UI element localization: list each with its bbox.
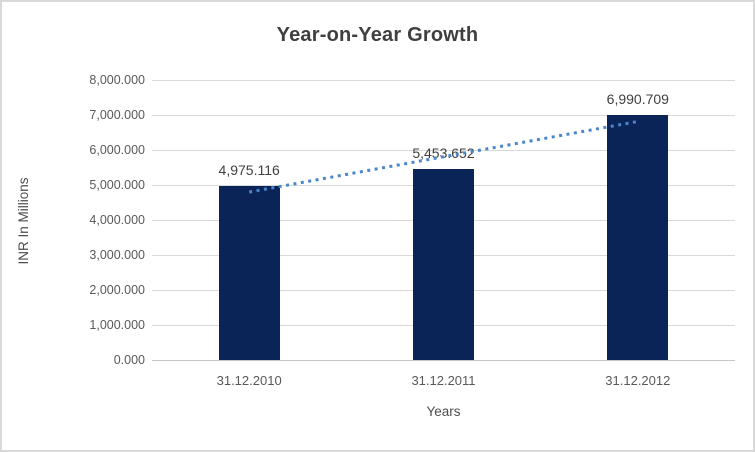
- data-label: 4,975.116: [218, 161, 280, 178]
- y-tick-label: 5,000.000: [89, 178, 145, 192]
- data-label: 5,453.652: [412, 145, 475, 162]
- x-axis-line: [152, 360, 735, 361]
- y-tick-label: 6,000.000: [89, 143, 145, 157]
- y-tick-label: 4,000.000: [89, 213, 145, 227]
- x-tick-label: 31.12.2010: [216, 373, 282, 388]
- data-label: 6,990.709: [606, 91, 669, 108]
- y-tick-label: 3,000.000: [89, 248, 145, 262]
- x-tick-label: 31.12.2011: [411, 373, 476, 388]
- bar: [218, 185, 280, 360]
- chart-title: Year-on-Year Growth: [276, 24, 479, 46]
- y-tick-label: 2,000.000: [89, 283, 145, 297]
- bar: [413, 169, 474, 360]
- bar: [607, 115, 669, 360]
- x-tick-label: 31.12.2012: [605, 373, 671, 388]
- x-axis-title: Years: [426, 404, 461, 419]
- y-tick-label: 7,000.000: [89, 108, 145, 122]
- gridline: [152, 80, 735, 81]
- y-tick-label: 0.000: [113, 353, 145, 367]
- gridline: [152, 115, 735, 116]
- y-tick-label: 1,000.000: [89, 318, 145, 332]
- y-tick-label: 8,000.000: [89, 73, 145, 87]
